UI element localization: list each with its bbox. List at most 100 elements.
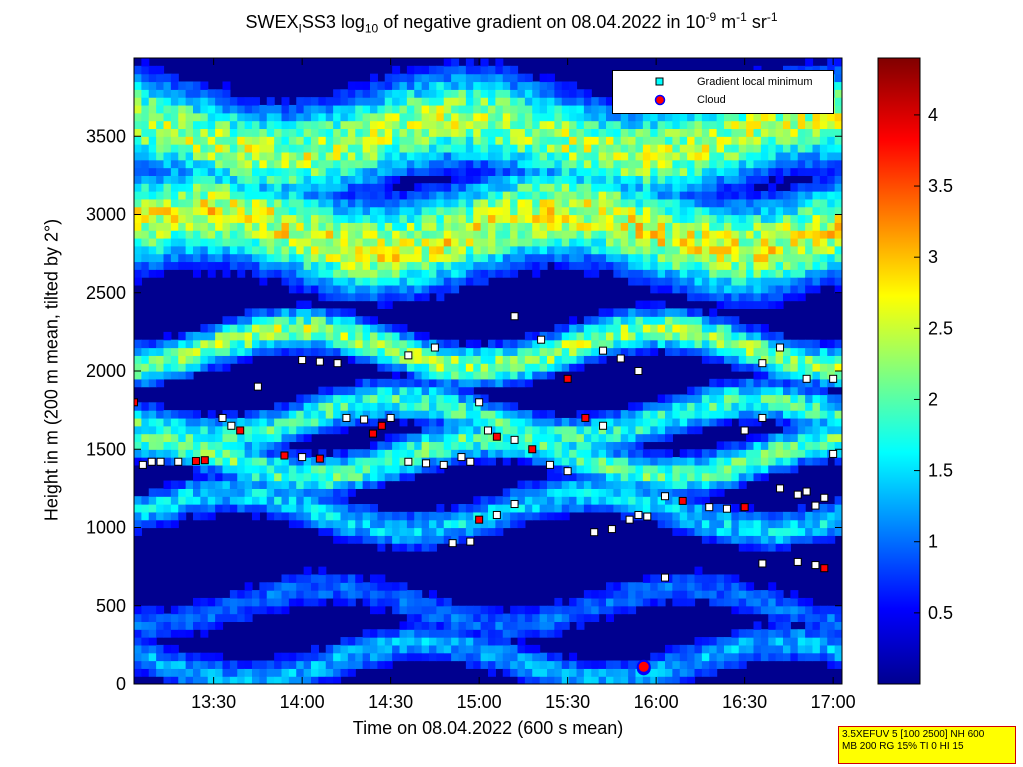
heatmap-cell: [657, 284, 666, 294]
heatmap-cell: [288, 597, 297, 607]
heatmap-cell: [480, 363, 489, 372]
heatmap-cell: [620, 144, 629, 153]
heatmap-cell: [576, 605, 585, 615]
heatmap-cell: [510, 668, 519, 677]
heatmap-cell: [628, 402, 637, 411]
heatmap-cell: [429, 464, 437, 474]
heatmap-cell: [679, 590, 688, 599]
heatmap-cell: [539, 230, 548, 239]
heatmap-cell: [753, 605, 762, 615]
heatmap-cell: [200, 433, 209, 443]
heatmap-cell: [768, 214, 777, 223]
heatmap-cell: [775, 112, 784, 122]
heatmap-cell: [642, 480, 651, 489]
heatmap-cell: [768, 386, 777, 396]
heatmap-cell: [473, 89, 482, 98]
heatmap-cell: [244, 104, 253, 114]
heatmap-cell: [716, 261, 725, 270]
heatmap-cell: [701, 527, 710, 536]
heatmap-cell: [731, 582, 740, 591]
heatmap-cell: [679, 230, 688, 239]
heatmap-cell: [311, 253, 319, 263]
heatmap-cell: [311, 504, 319, 513]
heatmap-cell: [628, 112, 637, 122]
heatmap-cell: [760, 441, 769, 450]
heatmap-cell: [288, 191, 297, 200]
heatmap-cell: [274, 668, 283, 677]
heatmap-cell: [650, 183, 659, 192]
heatmap-cell: [333, 308, 342, 317]
heatmap-cell: [613, 464, 622, 474]
heatmap-cell: [163, 613, 172, 623]
heatmap-cell: [554, 159, 563, 169]
heatmap-cell: [274, 441, 283, 450]
heatmap-cell: [547, 613, 555, 623]
heatmap-cell: [318, 167, 327, 176]
heatmap-cell: [288, 253, 297, 263]
heatmap-cell: [465, 104, 474, 114]
heatmap-cell: [532, 144, 541, 153]
heatmap-cell: [716, 191, 725, 200]
heatmap-cell: [576, 222, 585, 231]
heatmap-cell: [355, 324, 364, 333]
heatmap-cell: [569, 120, 578, 130]
heatmap-cell: [679, 245, 688, 255]
heatmap-cell: [414, 191, 423, 200]
heatmap-cell: [392, 81, 401, 90]
heatmap-cell: [215, 222, 224, 231]
heatmap-cell: [532, 417, 541, 427]
heatmap-cell: [340, 472, 349, 482]
heatmap-cell: [642, 277, 651, 286]
heatmap-cell: [274, 511, 283, 521]
heatmap-cell: [406, 81, 415, 90]
heatmap-cell: [384, 386, 393, 396]
heatmap-cell: [797, 535, 806, 544]
heatmap-cell: [377, 605, 386, 615]
heatmap-cell: [790, 371, 799, 380]
heatmap-cell: [377, 519, 386, 529]
heatmap-cell: [318, 410, 327, 419]
heatmap-cell: [775, 597, 784, 607]
heatmap-cell: [547, 425, 555, 435]
heatmap-cell: [775, 590, 784, 599]
heatmap-cell: [163, 128, 172, 137]
heatmap-cell: [451, 527, 460, 536]
heatmap-cell: [274, 402, 283, 411]
heatmap-cell: [178, 425, 187, 435]
heatmap-cell: [650, 230, 659, 239]
heatmap-cell: [185, 144, 194, 153]
heatmap-cell: [783, 605, 791, 615]
heatmap-cell: [613, 331, 622, 341]
heatmap-cell: [797, 605, 806, 615]
heatmap-cell: [561, 253, 570, 263]
heatmap-cell: [775, 230, 784, 239]
heatmap-cell: [392, 65, 401, 75]
heatmap-cell: [628, 120, 637, 130]
heatmap-cell: [760, 652, 769, 662]
heatmap-cell: [738, 543, 747, 552]
heatmap-cell: [274, 151, 283, 161]
heatmap-cell: [569, 183, 578, 192]
heatmap-cell: [576, 120, 585, 130]
heatmap-cell: [517, 104, 526, 114]
heatmap-cell: [222, 496, 231, 505]
heatmap-cell: [753, 144, 762, 153]
heatmap-cell: [517, 206, 526, 216]
heatmap-cell: [355, 457, 364, 466]
heatmap-cell: [259, 308, 268, 317]
heatmap-cell: [333, 167, 342, 176]
heatmap-cell: [325, 245, 334, 255]
heatmap-cell: [148, 410, 157, 419]
heatmap-cell: [141, 621, 150, 630]
heatmap-cell: [134, 660, 142, 669]
heatmap-cell: [170, 104, 179, 114]
heatmap-cell: [650, 120, 659, 130]
heatmap-cell: [259, 668, 268, 677]
heatmap-cell: [429, 417, 437, 427]
heatmap-cell: [583, 198, 592, 208]
heatmap-cell: [429, 433, 437, 443]
heatmap-cell: [502, 511, 511, 521]
heatmap-cell: [274, 582, 283, 591]
heatmap-cell: [488, 269, 496, 278]
heatmap-cell: [657, 175, 666, 184]
